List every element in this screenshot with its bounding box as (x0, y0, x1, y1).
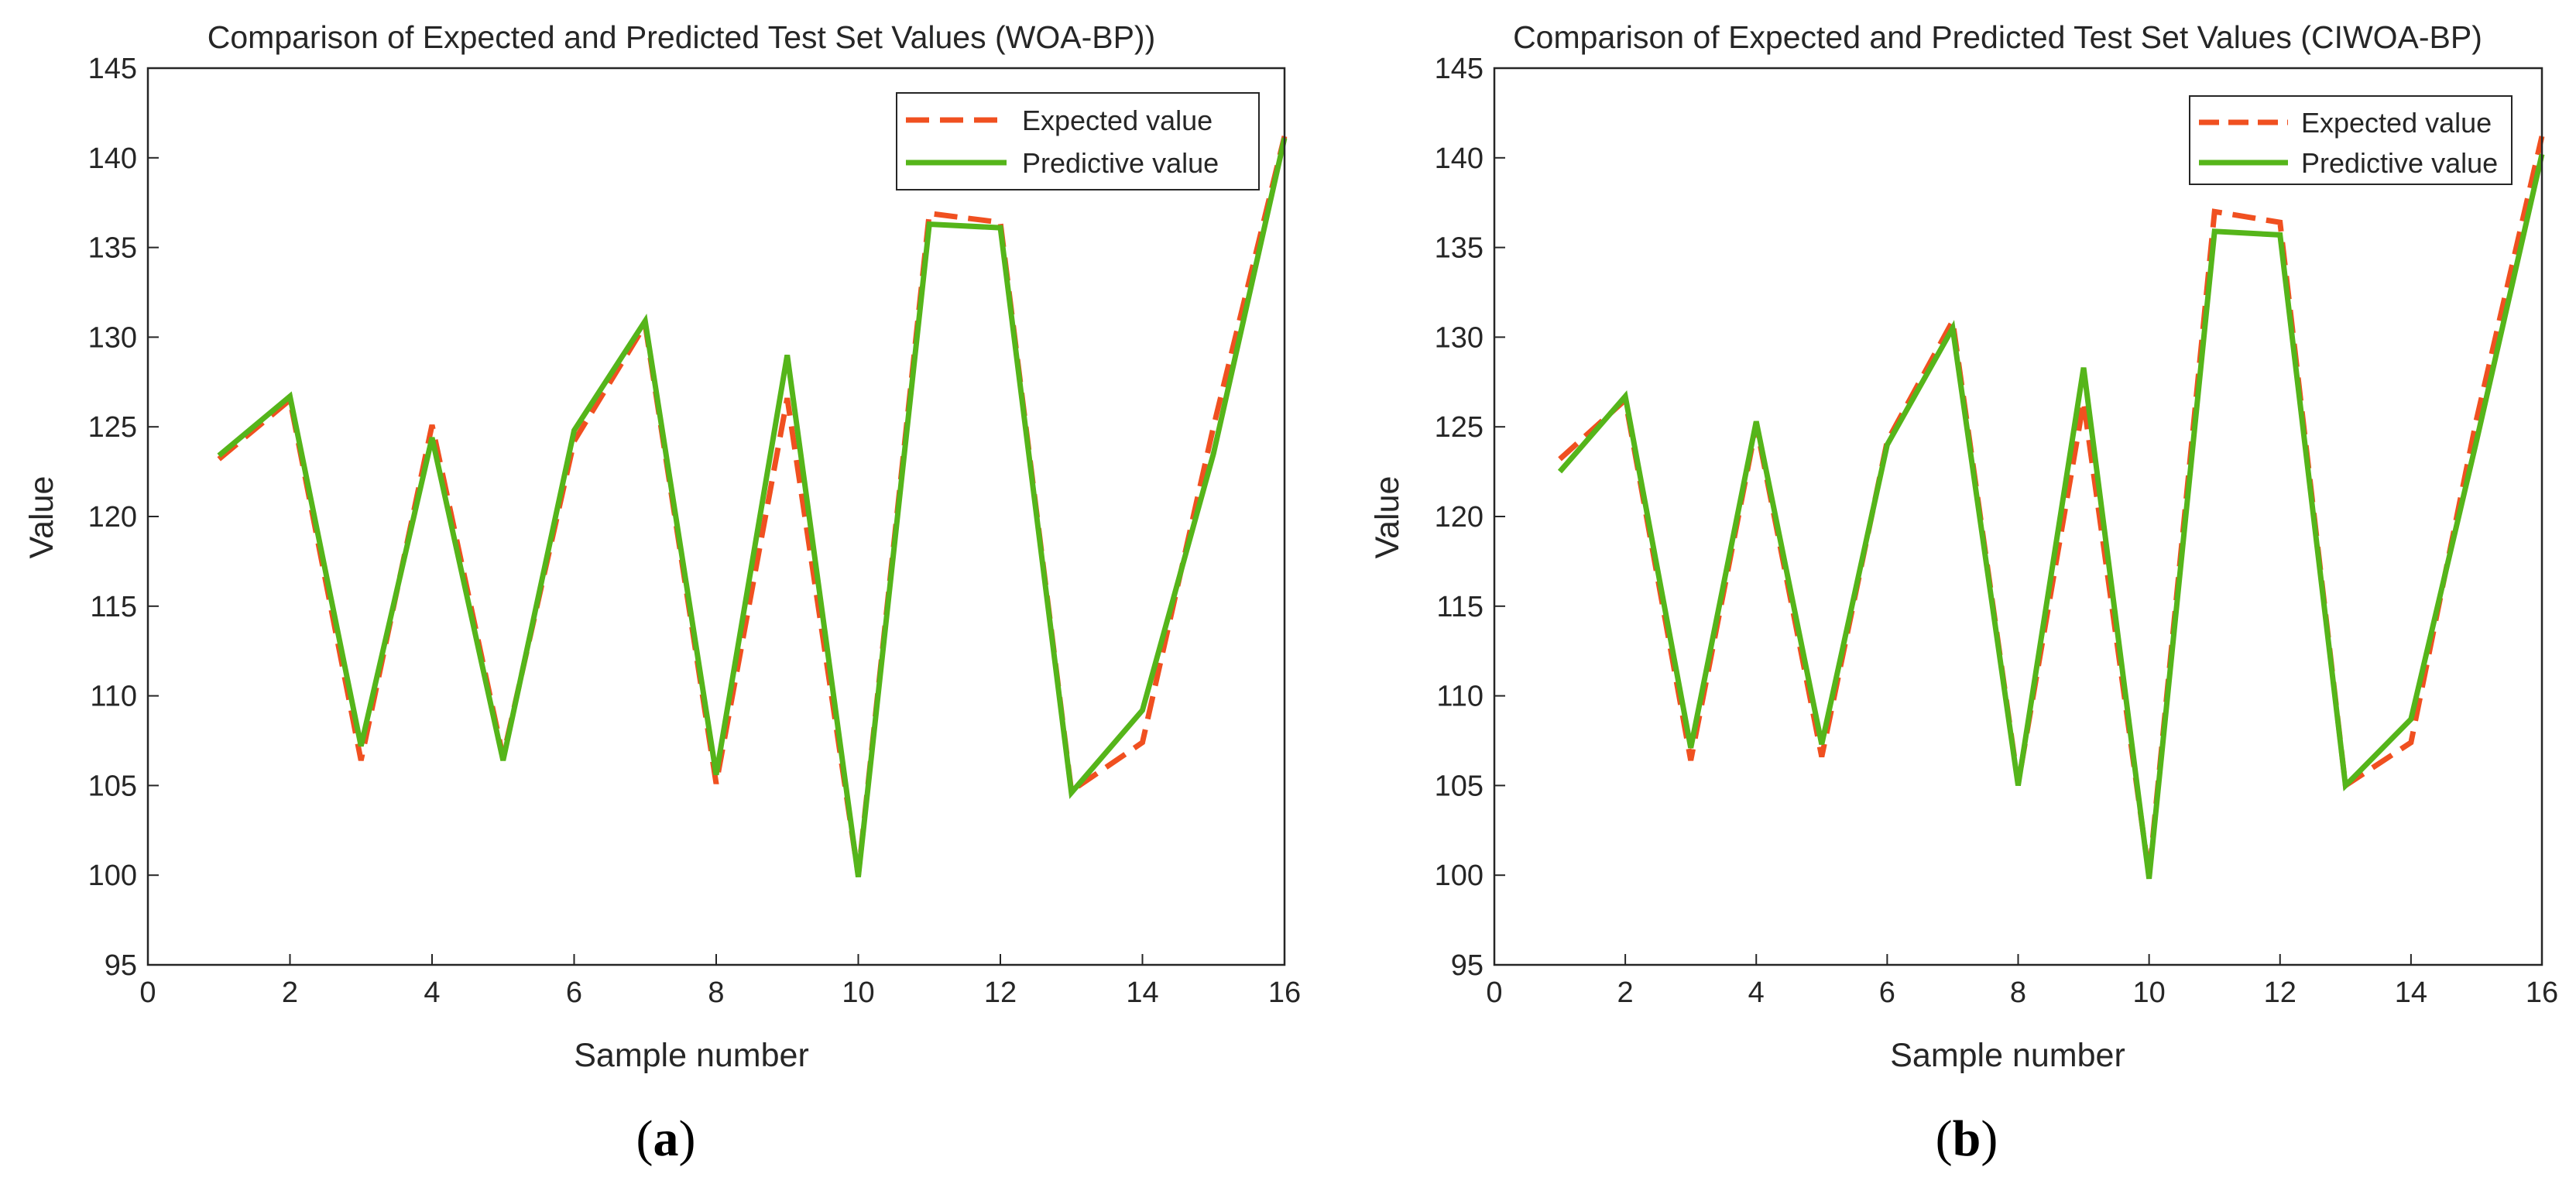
chart-a-x-label: Sample number (574, 1037, 809, 1074)
chart-a-legend-label-predicted: Predictive value (1022, 147, 1219, 179)
chart-b-y-tick-label: 135 (1435, 232, 1484, 265)
chart-b-x-tick-label: 6 (1879, 976, 1895, 1009)
chart-b-x-tick-label: 16 (2526, 976, 2558, 1009)
chart-b: Comparison of Expected and Predicted Tes… (1369, 19, 2558, 1074)
chart-b-y-tick-label: 140 (1435, 142, 1484, 175)
chart-a-predicted-line (217, 137, 1288, 877)
chart-a-x-tick-label: 0 (139, 976, 156, 1009)
chart-b-predicted-line (1557, 153, 2545, 880)
chart-a-title: Comparison of Expected and Predicted Tes… (208, 19, 1155, 55)
chart-a-x-tick-label: 4 (424, 976, 440, 1009)
chart-b-x-tick-label: 14 (2395, 976, 2427, 1009)
chart-b-expected-line (1558, 136, 2545, 876)
chart-b-y-label: Value (1369, 476, 1406, 559)
chart-b-x-tick-label: 4 (1748, 976, 1765, 1009)
chart-b-ticks: 0 2 4 6 8 10 12 14 16 95 100 105 110 115 120 125 130 135 1… (1435, 53, 2559, 1009)
chart-b-series (1557, 136, 2545, 880)
chart-a-x-tick-label: 8 (708, 976, 724, 1009)
chart-a-y-tick-label: 105 (88, 770, 137, 802)
chart-b-x-tick-label: 10 (2132, 976, 2165, 1009)
chart-a-x-tick-label: 12 (984, 976, 1017, 1009)
chart-b-y-tick-label: 145 (1435, 53, 1484, 85)
chart-a: Comparison of Expected and Predicted Tes… (23, 19, 1301, 1074)
chart-b-y-tick-label: 100 (1435, 860, 1484, 892)
chart-b-y-tick-label: 125 (1435, 411, 1484, 444)
chart-b-y-tick-label: 115 (1436, 591, 1484, 623)
chart-a-y-tick-label: 125 (88, 411, 137, 444)
chart-b-plot-box (1493, 67, 2543, 966)
chart-b-legend-label-predicted: Predictive value (2301, 147, 2498, 179)
chart-a-ticks: 0 2 4 6 8 10 12 14 16 95 100 105 110 115 120 125 130 135 1… (88, 53, 1302, 1009)
chart-b-legend-box (2189, 95, 2513, 185)
chart-b-y-tick-label: 110 (1436, 681, 1484, 713)
chart-a-y-tick-label: 100 (88, 860, 137, 892)
chart-a-legend: Expected value Predictive value (896, 92, 1260, 190)
chart-a-y-tick-label: 120 (88, 501, 137, 534)
chart-b-x-tick-label: 12 (2264, 976, 2296, 1009)
chart-b-legend: Expected value Predictive value (2189, 95, 2513, 185)
chart-b-y-tick-label: 95 (1451, 949, 1484, 982)
chart-b-x-tick-label: 8 (2010, 976, 2026, 1009)
figure-label-a-letter: a (653, 1110, 679, 1167)
chart-a-y-tick-label: 145 (88, 53, 137, 85)
chart-b-legend-label-expected: Expected value (2301, 107, 2492, 139)
chart-b-x-tick-label: 2 (1617, 976, 1634, 1009)
figure-label-b-close: ) (1981, 1110, 1998, 1167)
chart-a-plot-box (146, 67, 1286, 966)
chart-a-x-tick-label: 2 (282, 976, 298, 1009)
chart-a-x-tick-label: 10 (842, 976, 874, 1009)
figure-label-a-close: ) (679, 1110, 696, 1167)
figure-label-a-open: ( (636, 1110, 653, 1167)
chart-a-expected-line (217, 136, 1288, 876)
figure-label-b-letter: b (1953, 1110, 1981, 1167)
chart-a-x-tick-label: 14 (1126, 976, 1158, 1009)
chart-a-y-tick-label: 95 (105, 949, 137, 982)
chart-b-x-label: Sample number (1890, 1037, 2125, 1074)
chart-a-x-tick-label: 16 (1268, 976, 1301, 1009)
chart-a-legend-label-expected: Expected value (1022, 105, 1213, 136)
chart-a-x-tick-label: 6 (566, 976, 582, 1009)
chart-a-y-tick-label: 140 (88, 142, 137, 175)
chart-b-y-tick-label: 105 (1435, 770, 1484, 802)
chart-a-legend-box (896, 92, 1260, 190)
chart-a-y-tick-label: 115 (90, 591, 137, 623)
chart-a-y-tick-label: 110 (90, 681, 137, 713)
figure-label-a: (a) (636, 1110, 696, 1167)
chart-a-y-tick-label: 130 (88, 321, 137, 354)
chart-b-title: Comparison of Expected and Predicted Tes… (1513, 19, 2482, 55)
chart-b-x-tick-label: 0 (1486, 976, 1502, 1009)
chart-a-series (217, 136, 1288, 877)
chart-a-y-tick-label: 135 (88, 232, 137, 265)
chart-b-y-tick-label: 130 (1435, 321, 1484, 354)
chart-b-y-tick-label: 120 (1435, 501, 1484, 534)
figure-label-b: (b) (1936, 1110, 1998, 1167)
chart-a-y-label: Value (23, 476, 60, 559)
figure-label-b-open: ( (1936, 1110, 1953, 1167)
